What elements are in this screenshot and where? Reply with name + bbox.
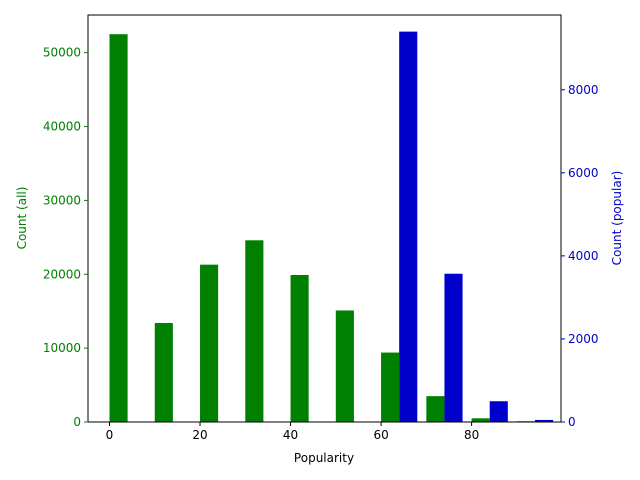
bar-all-62 (381, 352, 400, 422)
left-y-axis-label: Count (all) (15, 187, 29, 250)
left-y-tick-label: 40000 (43, 120, 81, 134)
bar-popular-86 (489, 401, 508, 422)
bar-all-82 (471, 418, 490, 422)
bar-all-32 (245, 240, 264, 422)
bar-all-22 (200, 264, 219, 422)
x-tick-label: 40 (283, 428, 298, 442)
right-y-tick-label: 4000 (568, 249, 599, 263)
right-y-axis-label: Count (popular) (610, 171, 624, 266)
x-tick-label: 0 (106, 428, 114, 442)
right-y-tick-label: 0 (568, 415, 576, 429)
x-tick-label: 20 (192, 428, 207, 442)
x-axis-label: Popularity (294, 451, 354, 465)
left-y-tick-label: 0 (73, 415, 81, 429)
right-y-tick-label: 8000 (568, 83, 599, 97)
x-tick-label: 60 (373, 428, 388, 442)
bar-all-12 (154, 323, 173, 422)
bar-all-72 (426, 396, 445, 422)
bar-all-52 (335, 310, 354, 422)
left-y-tick-label: 10000 (43, 341, 81, 355)
bar-popular-76 (444, 273, 463, 422)
bar-popular-66 (399, 31, 418, 423)
left-y-tick-label: 20000 (43, 267, 81, 281)
right-y-tick-label: 6000 (568, 166, 599, 180)
bar-popular-96 (534, 419, 554, 422)
axes-layer: 0 20 40 60 80 0 10000 20000 30000 40000 50000 0 2000… (43, 14, 599, 442)
x-tick-label: 80 (464, 428, 479, 442)
bar-all-42 (290, 275, 309, 422)
left-y-tick-label: 50000 (43, 46, 81, 60)
left-y-tick-label: 30000 (43, 193, 81, 207)
bar-all-2 (109, 34, 128, 423)
right-y-tick-label: 2000 (568, 332, 599, 346)
bars-layer (109, 31, 554, 423)
plot-frame (87, 14, 562, 423)
